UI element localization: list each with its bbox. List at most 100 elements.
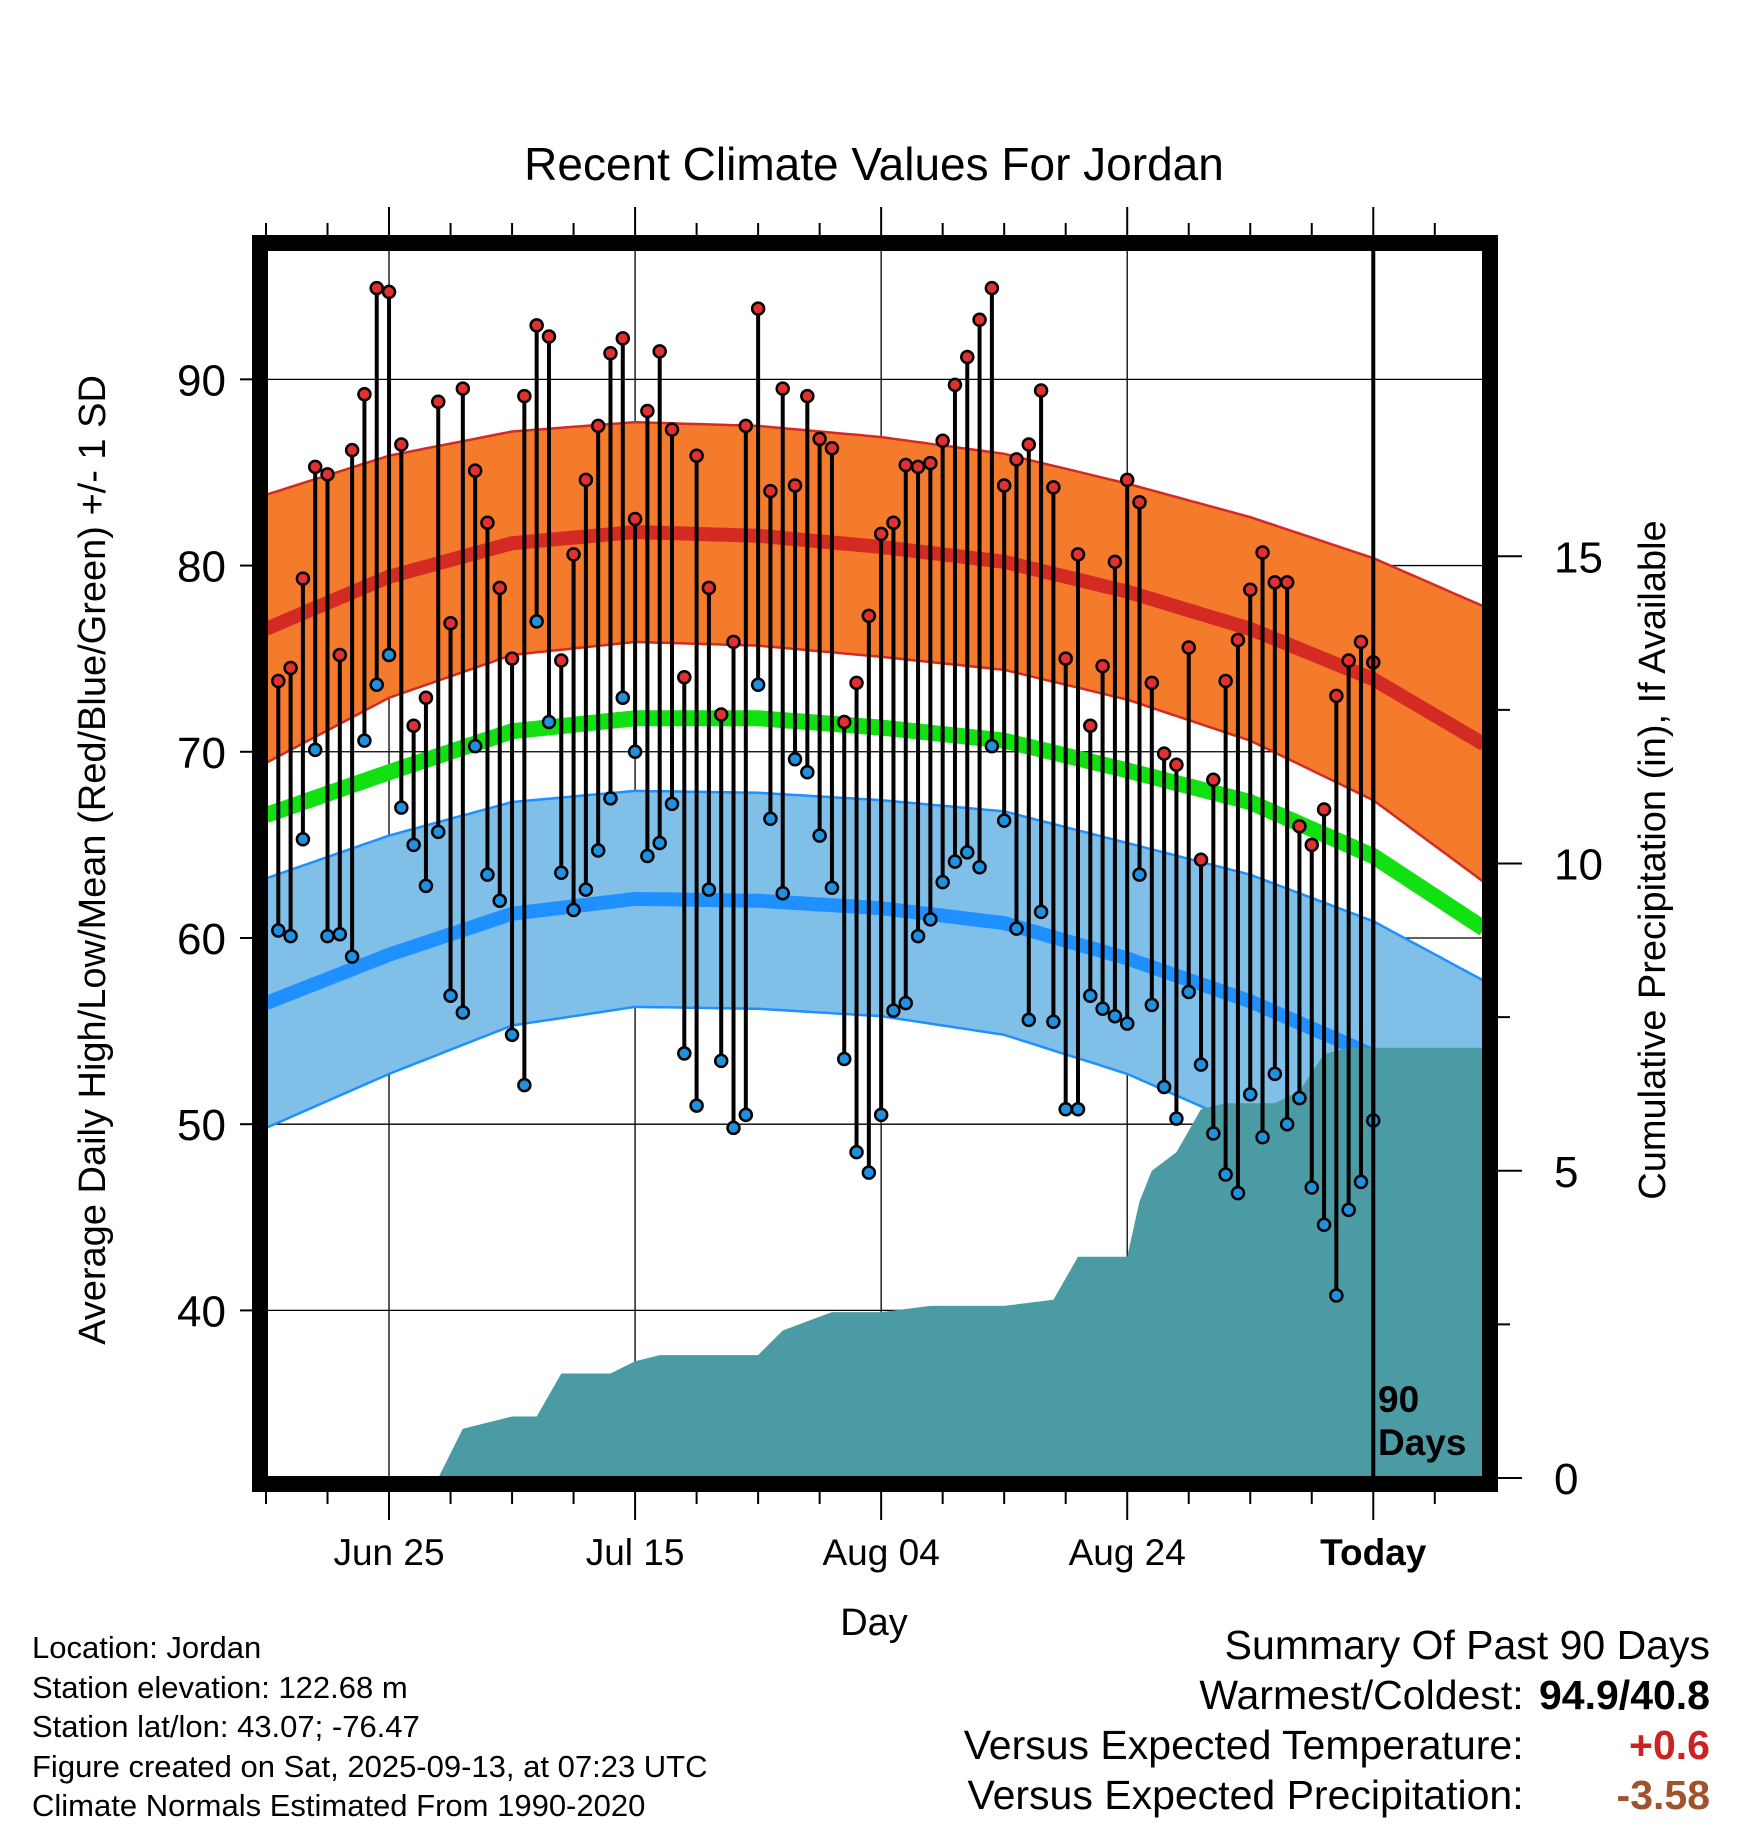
daily-low-point: [738, 1107, 754, 1123]
daily-high-point: [1353, 634, 1369, 650]
daily-low-point: [1255, 1129, 1270, 1145]
daily-low-point: [1341, 1202, 1356, 1218]
daily-high-point: [566, 547, 581, 562]
daily-high-point: [541, 329, 557, 344]
daily-high-point: [504, 651, 520, 666]
daily-high-point: [677, 670, 692, 685]
x-tick-label: Jun 25: [333, 1532, 444, 1573]
y-tick-label: 90: [177, 356, 226, 405]
daily-high-point: [603, 346, 618, 361]
y2-tick-label: 15: [1554, 533, 1603, 582]
low-normal-line: [266, 891, 1484, 1127]
daily-low-point: [886, 1003, 901, 1018]
precip-value: -3.58: [1616, 1772, 1710, 1818]
daily-low-point: [1329, 1288, 1344, 1303]
daily-high-point: [652, 344, 667, 359]
daily-high-point: [1021, 437, 1037, 452]
daily-low-point: [566, 902, 581, 918]
y2-axis-label: Cumulative Precipitation (in), If Availa…: [1632, 520, 1674, 1199]
daily-range-group: [271, 280, 1381, 1303]
y2-tick-label: 10: [1554, 841, 1603, 890]
y-tick-label: 60: [177, 915, 226, 964]
daily-low-point: [394, 800, 409, 815]
daily-high-point: [812, 431, 827, 447]
daily-low-point: [443, 988, 458, 1003]
daily-high-point: [1292, 819, 1307, 834]
daily-high-point: [467, 463, 483, 478]
daily-low-point: [1119, 1016, 1135, 1031]
window-label-90: 90: [1378, 1379, 1419, 1420]
daily-low-point: [1156, 1079, 1172, 1095]
daily-low-point: [972, 859, 987, 875]
daily-low-point: [910, 928, 926, 944]
daily-low-point: [603, 791, 618, 806]
daily-low-point: [664, 796, 680, 812]
daily-low-point: [873, 1107, 889, 1123]
daily-low-point: [1316, 1217, 1332, 1233]
daily-high-point: [529, 318, 544, 333]
daily-high-point: [996, 478, 1012, 493]
chart-title: Recent Climate Values For Jordan: [524, 138, 1224, 190]
daily-low-point: [689, 1098, 704, 1113]
daily-low-point: [1193, 1057, 1209, 1072]
daily-high-point: [886, 515, 901, 530]
daily-high-point: [271, 673, 286, 689]
daily-high-point: [1144, 675, 1160, 691]
daily-high-point: [873, 526, 889, 542]
daily-high-point: [1218, 673, 1233, 689]
daily-high-point: [1046, 480, 1061, 495]
plot-frame: [252, 235, 1498, 1492]
daily-high-point: [590, 418, 606, 434]
daily-low-point: [836, 1051, 852, 1067]
daily-high-point: [1255, 545, 1270, 560]
y-tick-label: 70: [177, 729, 226, 778]
daily-low-point: [627, 744, 643, 760]
daily-high-point: [664, 422, 680, 437]
daily-high-point: [332, 647, 348, 663]
daily-low-point: [787, 751, 803, 767]
y-axis-label: Average Daily High/Low/Mean (Red/Blue/Gr…: [72, 375, 114, 1345]
daily-low-point: [812, 828, 827, 843]
daily-high-point: [960, 349, 975, 365]
daily-high-point: [357, 386, 372, 402]
station-info: Location: Jordan Station elevation: 122.…: [32, 1628, 708, 1826]
warm-cold-label: Warmest/Coldest:: [1199, 1672, 1524, 1718]
y-tick-label: 50: [177, 1101, 226, 1150]
daily-low-point: [369, 677, 384, 692]
warm-cold-row: Warmest/Coldest: 94.9/40.8: [964, 1670, 1710, 1720]
daily-low-point: [701, 882, 717, 897]
daily-low-point: [652, 835, 667, 851]
daily-high-point: [1279, 575, 1295, 590]
daily-high-point: [824, 440, 840, 456]
daily-high-point: [480, 515, 495, 530]
daily-high-point: [578, 472, 594, 488]
daily-high-point: [640, 403, 655, 419]
summary-panel: Summary Of Past 90 Days Warmest/Coldest:…: [964, 1620, 1710, 1820]
daily-high-point: [1095, 658, 1110, 674]
y2-tick-label: 5: [1554, 1148, 1578, 1197]
daily-high-point: [369, 280, 384, 296]
x-tick-label: Jul 15: [586, 1532, 685, 1573]
daily-low-point: [283, 928, 298, 944]
daily-low-point: [430, 824, 446, 840]
daily-high-point: [775, 381, 790, 396]
daily-high-point: [1316, 802, 1332, 817]
daily-low-point: [960, 845, 975, 860]
daily-high-point: [1193, 852, 1209, 868]
daily-low-point: [590, 843, 606, 858]
daily-high-point: [1242, 582, 1258, 598]
daily-high-point: [430, 394, 446, 409]
daily-high-point: [689, 448, 704, 463]
daily-high-point: [443, 616, 458, 631]
daily-high-point: [836, 714, 852, 730]
x-tick-label: Today: [1320, 1532, 1427, 1573]
daily-high-point: [1083, 718, 1098, 733]
daily-low-point: [1218, 1167, 1233, 1182]
daily-high-point: [787, 478, 803, 493]
daily-high-point: [1070, 547, 1086, 562]
daily-high-point: [320, 467, 335, 482]
daily-low-point: [295, 832, 311, 847]
daily-high-point: [1156, 746, 1172, 761]
daily-low-point: [775, 886, 790, 901]
